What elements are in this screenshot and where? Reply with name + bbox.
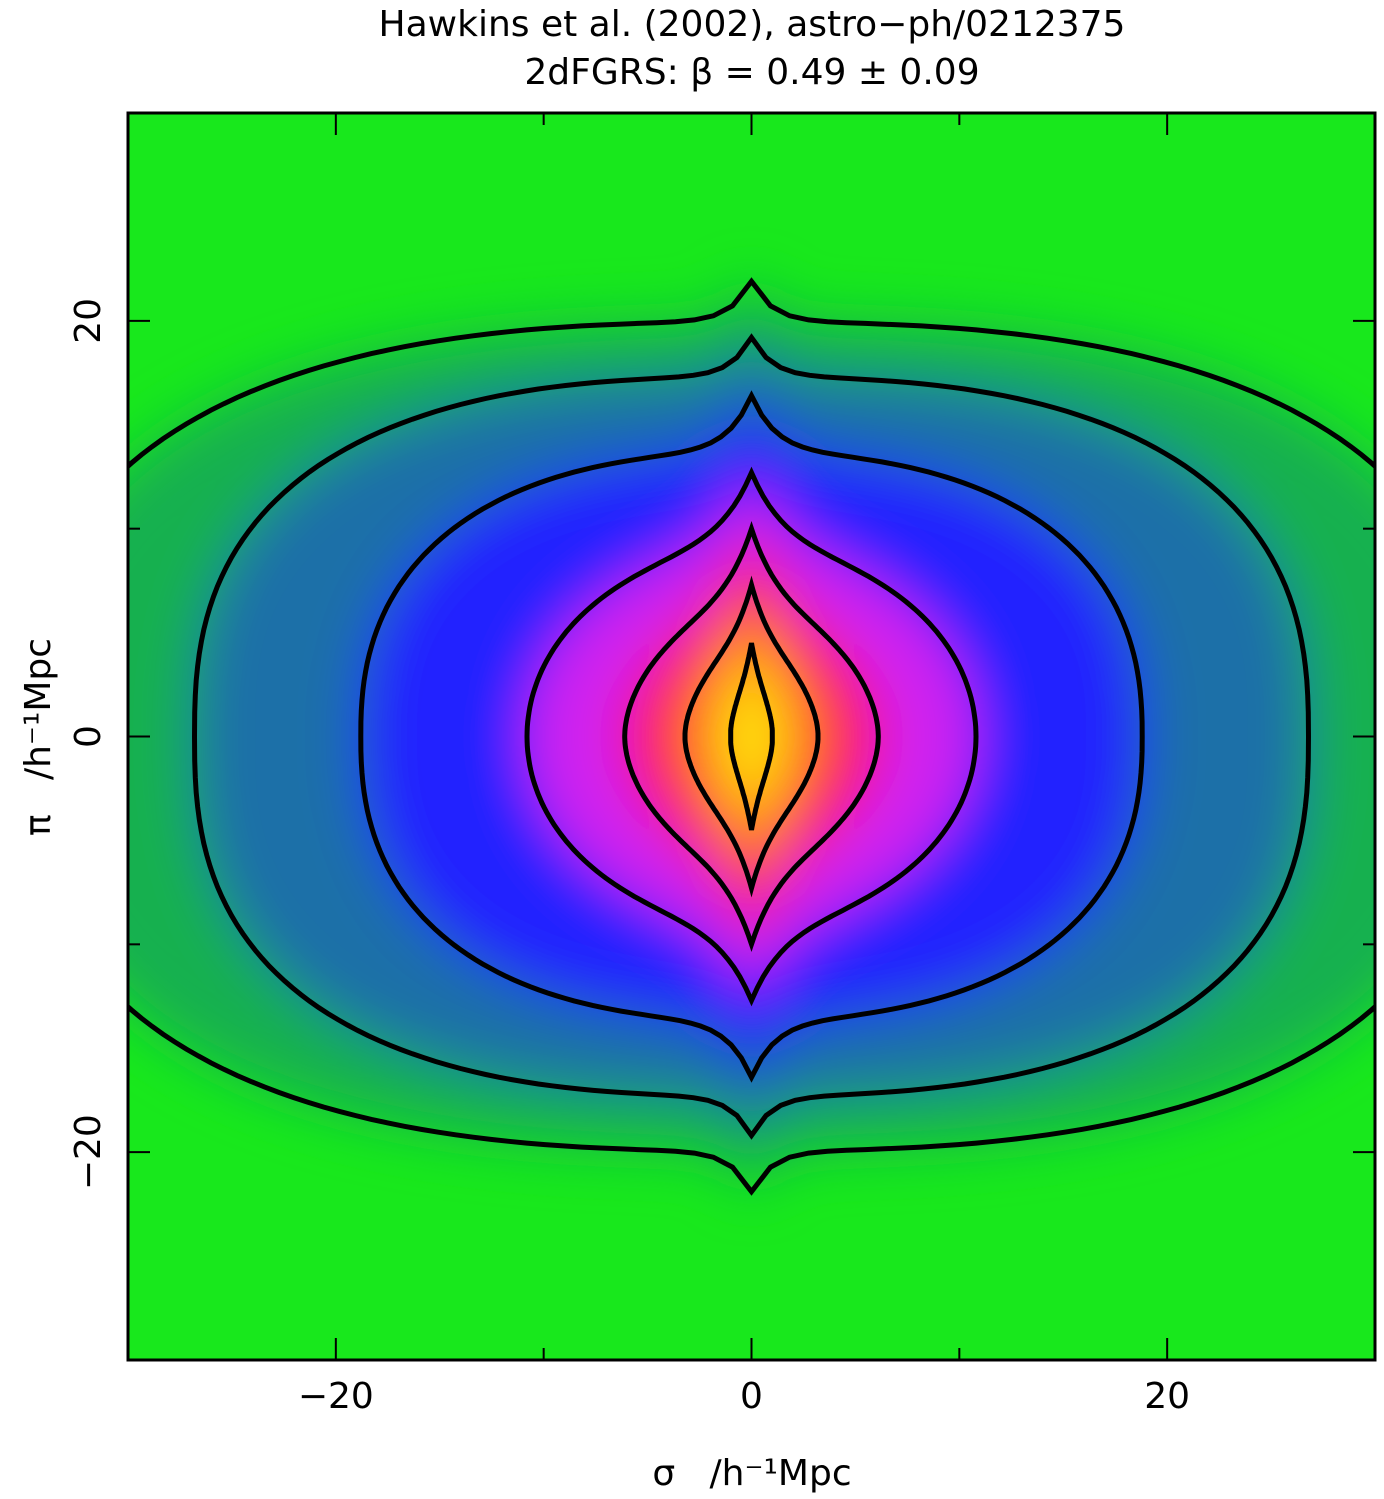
x-tick-label: 0 xyxy=(740,1376,763,1417)
chart-subtitle: 2dFGRS: β = 0.49 ± 0.09 xyxy=(524,52,979,93)
y-tick-label: −20 xyxy=(68,1114,109,1190)
contour-line xyxy=(128,277,1375,1196)
y-tick-label: 0 xyxy=(68,725,109,748)
contour-line xyxy=(524,466,979,1007)
y-tick-label: 20 xyxy=(68,298,109,344)
x-axis-label: σ /h⁻¹Mpc xyxy=(652,1453,851,1494)
contour-line xyxy=(622,520,881,953)
heatmap xyxy=(128,113,1375,1360)
heatmap-fills xyxy=(128,281,1375,1192)
y-axis-label: π /h⁻¹Mpc xyxy=(18,638,59,836)
contour-line xyxy=(682,575,821,898)
x-tick-label: 20 xyxy=(1144,1376,1190,1417)
chart-title: Hawkins et al. (2002), astro−ph/0212375 xyxy=(379,4,1126,45)
contour-lines xyxy=(128,277,1375,1196)
contour-line xyxy=(358,390,1145,1083)
x-tick-label: −20 xyxy=(298,1376,374,1417)
contour-line xyxy=(728,642,775,831)
contour-line xyxy=(191,333,1312,1140)
